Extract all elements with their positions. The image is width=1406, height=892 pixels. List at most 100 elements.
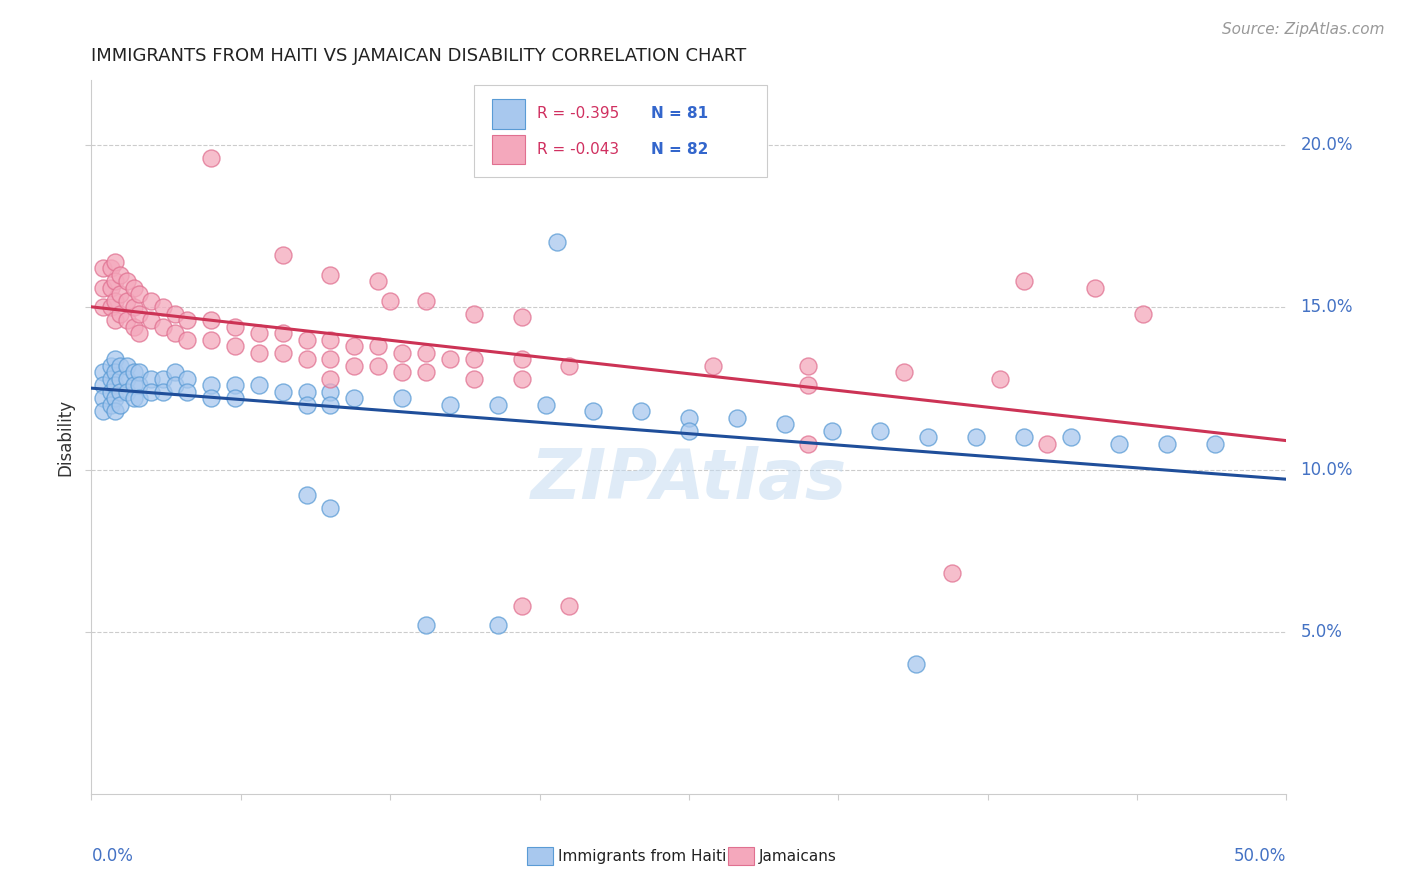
Point xyxy=(271,345,294,359)
Point xyxy=(319,372,342,386)
Point xyxy=(988,372,1011,386)
Point xyxy=(100,261,122,276)
Point xyxy=(108,372,131,386)
Point xyxy=(702,359,724,373)
Point xyxy=(343,339,366,353)
Point xyxy=(797,378,820,392)
Text: 0.0%: 0.0% xyxy=(91,847,134,865)
Point xyxy=(1012,274,1035,288)
Point xyxy=(415,345,437,359)
Point xyxy=(163,326,186,341)
Point xyxy=(152,384,174,399)
Point xyxy=(176,313,198,327)
Point xyxy=(200,313,222,327)
Point xyxy=(124,301,146,315)
Point xyxy=(93,365,114,379)
Point xyxy=(941,566,963,581)
Point xyxy=(100,281,122,295)
Point xyxy=(124,365,146,379)
Point xyxy=(893,365,915,379)
Point xyxy=(534,398,557,412)
Point xyxy=(965,430,987,444)
Point xyxy=(295,352,318,367)
Point xyxy=(115,293,138,308)
Point xyxy=(1060,430,1083,444)
Point xyxy=(124,391,146,405)
Point xyxy=(391,365,413,379)
Point xyxy=(200,391,222,405)
Point xyxy=(152,319,174,334)
Point xyxy=(128,391,150,405)
Point xyxy=(295,384,318,399)
Point xyxy=(108,398,131,412)
Text: R = -0.395: R = -0.395 xyxy=(537,106,620,121)
Point xyxy=(1012,430,1035,444)
Point xyxy=(367,274,389,288)
Point xyxy=(1084,281,1107,295)
Point xyxy=(128,307,150,321)
Point xyxy=(510,310,533,324)
Point xyxy=(247,378,270,392)
Point xyxy=(415,293,437,308)
Point xyxy=(319,384,342,399)
Point xyxy=(104,378,127,392)
Point xyxy=(319,398,342,412)
Point xyxy=(176,372,198,386)
Point xyxy=(128,287,150,301)
Point xyxy=(510,599,533,613)
Point xyxy=(93,261,114,276)
Point xyxy=(547,235,569,250)
Point xyxy=(725,410,748,425)
Text: N = 82: N = 82 xyxy=(651,142,709,157)
Point xyxy=(108,359,131,373)
Point xyxy=(93,301,114,315)
Point xyxy=(104,255,127,269)
Point xyxy=(917,430,939,444)
Point xyxy=(104,274,127,288)
Point xyxy=(295,333,318,347)
Point xyxy=(678,410,700,425)
Text: Source: ZipAtlas.com: Source: ZipAtlas.com xyxy=(1222,22,1385,37)
Text: Immigrants from Haiti: Immigrants from Haiti xyxy=(558,849,727,863)
Point xyxy=(797,359,820,373)
Point xyxy=(104,365,127,379)
Text: 20.0%: 20.0% xyxy=(1301,136,1353,154)
Point xyxy=(163,365,186,379)
Point xyxy=(247,345,270,359)
Point xyxy=(200,151,222,165)
Point xyxy=(367,339,389,353)
Point xyxy=(378,293,402,308)
Point xyxy=(821,424,844,438)
Point xyxy=(558,599,581,613)
Point xyxy=(124,281,146,295)
Point xyxy=(104,404,127,418)
Point xyxy=(176,333,198,347)
Point xyxy=(141,384,162,399)
Point xyxy=(486,618,509,632)
Point xyxy=(108,268,131,282)
Text: N = 81: N = 81 xyxy=(651,106,707,121)
Point xyxy=(905,657,928,672)
Point xyxy=(93,391,114,405)
Text: IMMIGRANTS FROM HAITI VS JAMAICAN DISABILITY CORRELATION CHART: IMMIGRANTS FROM HAITI VS JAMAICAN DISABI… xyxy=(91,47,747,65)
Point xyxy=(141,313,162,327)
Y-axis label: Disability: Disability xyxy=(56,399,75,475)
FancyBboxPatch shape xyxy=(527,847,553,865)
Point xyxy=(367,359,389,373)
Point xyxy=(1036,436,1059,450)
Point xyxy=(124,378,146,392)
Point xyxy=(115,372,138,386)
Point xyxy=(128,326,150,341)
Point xyxy=(200,378,222,392)
Text: ZIPAtlas: ZIPAtlas xyxy=(531,446,846,514)
Point xyxy=(1108,436,1130,450)
Point xyxy=(343,359,366,373)
Text: 5.0%: 5.0% xyxy=(1301,623,1343,640)
Text: Jamaicans: Jamaicans xyxy=(759,849,837,863)
Point xyxy=(93,378,114,392)
Point xyxy=(271,384,294,399)
Point xyxy=(486,398,509,412)
Point xyxy=(319,333,342,347)
FancyBboxPatch shape xyxy=(492,99,526,128)
Text: 15.0%: 15.0% xyxy=(1301,298,1353,317)
